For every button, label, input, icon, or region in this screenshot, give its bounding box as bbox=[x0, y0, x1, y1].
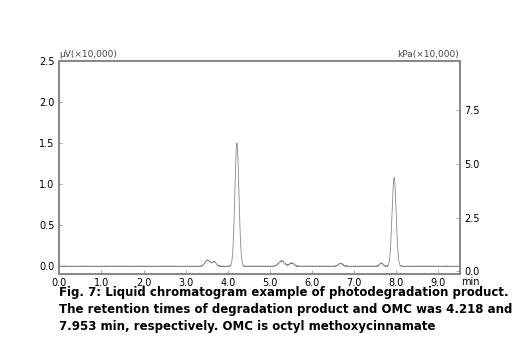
Text: kPa(×10,000): kPa(×10,000) bbox=[397, 50, 459, 59]
Text: min: min bbox=[461, 277, 480, 287]
Text: Fig. 7: Liquid chromatogram example of photodegradation product.
The retention t: Fig. 7: Liquid chromatogram example of p… bbox=[59, 286, 513, 334]
Text: μV(×10,000): μV(×10,000) bbox=[59, 50, 117, 59]
